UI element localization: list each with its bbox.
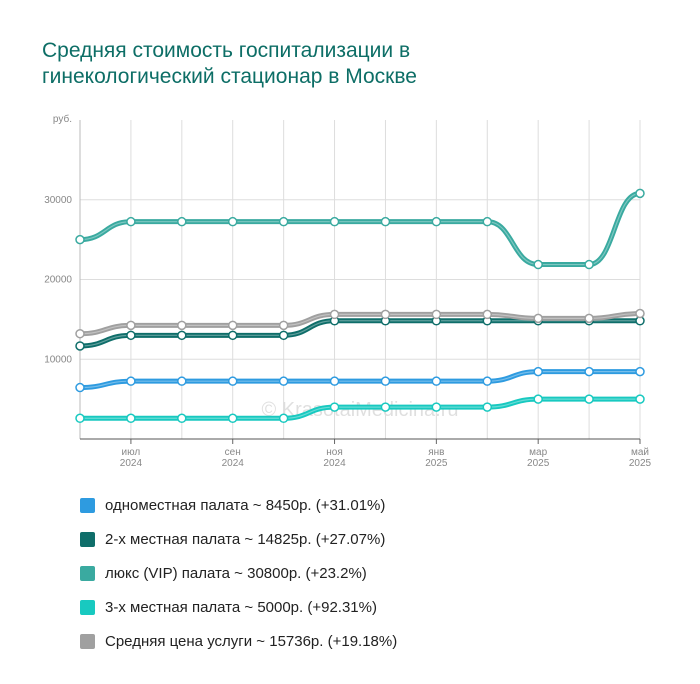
legend: одноместная палата ~ 8450р. (+31.01%) 2-х… (80, 488, 397, 658)
point (177, 376, 187, 386)
x-tick-label: май 2025 (629, 447, 652, 469)
point (75, 328, 85, 339)
point (278, 320, 289, 331)
point (431, 309, 442, 320)
point (278, 376, 289, 386)
legend-swatch (80, 599, 95, 615)
point (75, 382, 85, 393)
point (75, 413, 85, 424)
point (126, 216, 136, 227)
legend-label: 2-х местная палата ~ 14825р. (+27.07%) (105, 530, 386, 548)
point (380, 216, 391, 227)
point (431, 402, 442, 412)
series-line-inner (79, 192, 641, 266)
legend-item: одноместная палата ~ 8450р. (+31.01%) (80, 488, 397, 522)
series-line (79, 369, 640, 391)
point (431, 216, 442, 227)
point (635, 394, 645, 404)
legend-item: 2-х местная палата ~ 14825р. (+27.07%) (80, 522, 397, 556)
x-tick-label: мар 2025 (527, 447, 550, 469)
point (584, 313, 594, 324)
chart: руб. © KrasotaiMedicina.ru июл 2024 сен 202… (44, 113, 652, 469)
point (126, 413, 136, 424)
point (533, 394, 543, 404)
legend-label: Средняя цена услуги ~ 15736р. (+19.18%) (105, 632, 398, 650)
y-tick-label: 20000 (44, 275, 72, 286)
x-tick-label: июл 2024 (120, 447, 143, 469)
point (126, 320, 136, 331)
point (177, 330, 187, 341)
series-line (79, 396, 640, 421)
point (278, 330, 289, 341)
x-tick-label: янв 2025 (425, 447, 448, 469)
point (431, 376, 442, 386)
point (584, 259, 594, 270)
point (227, 376, 238, 386)
point (380, 376, 391, 386)
point (533, 366, 543, 377)
point (533, 313, 543, 324)
y-axis-label: руб. (53, 113, 72, 125)
series-line-inner (79, 371, 640, 389)
point (482, 402, 493, 412)
point (177, 320, 187, 331)
point (75, 341, 85, 351)
point (329, 402, 340, 412)
grid (80, 120, 641, 439)
series-line (79, 311, 641, 337)
point (227, 413, 238, 424)
y-tick-label: 30000 (44, 195, 72, 206)
y-tick-label: 10000 (44, 354, 72, 365)
legend-swatch (80, 531, 95, 547)
x-tick-label: сен 2024 (222, 447, 245, 469)
chart-title: Средняя стоимость госпитализации в гинек… (42, 39, 417, 88)
watermark: © KrasotaiMedicina.ru (261, 399, 458, 421)
point (482, 309, 493, 320)
point (177, 413, 187, 424)
point (329, 216, 340, 227)
legend-label: 3-х местная палата ~ 5000р. (+92.31%) (105, 598, 377, 616)
legend-item: Средняя цена услуги ~ 15736р. (+19.18%) (80, 624, 397, 658)
point (126, 376, 136, 386)
legend-label: люкс (VIP) палата ~ 30800р. (+23.2%) (105, 564, 367, 582)
point (635, 308, 645, 319)
point (584, 394, 594, 404)
point (227, 320, 238, 331)
point (329, 309, 340, 320)
point (635, 188, 645, 199)
point (380, 402, 391, 412)
point (278, 216, 289, 227)
point (482, 216, 493, 227)
series-line (79, 190, 641, 268)
point (126, 330, 136, 341)
point (584, 366, 594, 377)
point (227, 216, 238, 227)
legend-swatch (80, 565, 95, 581)
point (177, 216, 187, 227)
x-tick-label: ноя 2024 (323, 447, 346, 469)
series-line-inner (79, 312, 641, 335)
point (75, 234, 85, 245)
point (482, 376, 493, 386)
point (380, 309, 391, 320)
point (278, 413, 289, 424)
legend-swatch (80, 633, 95, 649)
legend-item: люкс (VIP) палата ~ 30800р. (+23.2%) (80, 556, 397, 590)
point (635, 366, 645, 377)
series-line-inner (79, 398, 640, 419)
point (227, 330, 238, 341)
point (533, 259, 543, 270)
legend-item: 3-х местная палата ~ 5000р. (+92.31%) (80, 590, 397, 624)
legend-swatch (80, 497, 95, 513)
legend-label: одноместная палата ~ 8450р. (+31.01%) (105, 496, 386, 514)
point (329, 376, 340, 386)
